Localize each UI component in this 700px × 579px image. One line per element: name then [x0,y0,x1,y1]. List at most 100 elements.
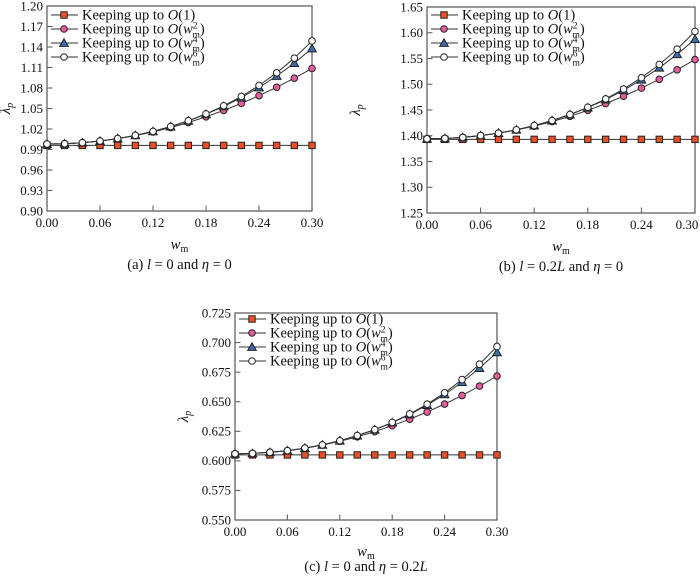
marker-square [219,141,228,150]
marker-open-circle [493,342,501,351]
x-tick-label: 0.24 [248,215,271,230]
marker-open-circle [283,446,292,455]
y-tick-label: 1.11 [21,60,43,75]
y-tick-label: 1.60 [400,25,423,40]
x-tick-label: 0.30 [301,215,324,230]
marker-circle [655,75,664,84]
x-tick-label: 0.18 [381,524,404,539]
marker-open-circle [458,133,467,142]
marker-open-circle [691,27,699,36]
y-tick-label: 1.50 [400,77,423,92]
marker-circle [458,391,466,400]
chart-b-svg: 1.25 1.30 1.35 1.40 1.45 1.50 1.55 1.60 1.65 0.00… [348,0,700,275]
x-tick-label: 0.30 [486,524,509,539]
marker-square [255,141,263,150]
marker-open-circle [60,53,68,61]
legend-entry-label: Keeping up to O(w4 m) [462,36,585,55]
chart-c: 0.550 0.575 0.600 0.625 0.650 0.675 0.700 0.725… [175,290,525,579]
plot-frame [234,312,498,521]
marker-open-circle [318,441,327,449]
x-tick-label: 0.12 [328,524,351,539]
marker-square [566,135,574,144]
y-tick-label: 0.550 [202,512,231,527]
x-tick-label: 0.18 [576,217,599,232]
marker-square [655,135,663,144]
marker-open-circle [405,410,414,418]
x-tick-label: 0.18 [195,215,218,230]
chart-c-svg: 0.550 0.575 0.600 0.625 0.650 0.675 0.700 0.725… [176,305,509,575]
legend-entry-label: Keeping up to O(w6 m) [270,354,393,373]
y-tick-label: 0.675 [202,364,231,379]
x-tick-label: 0.00 [224,524,247,539]
marker-open-circle [266,448,274,457]
marker-square [202,141,210,150]
marker-circle [493,372,501,380]
marker-square [637,135,646,144]
marker-square [388,451,396,459]
marker-open-circle [370,425,379,434]
x-axis-label: wm [552,239,570,257]
marker-open-circle [476,131,485,140]
y-tick-label: 0.700 [202,335,231,350]
legend-entry-label: Keeping up to O(w4 m) [82,36,205,55]
caption-c: (c) l = 0 and η = 0.2L [304,559,427,575]
marker-open-circle [231,449,239,458]
marker-open-circle [566,110,574,119]
marker-square [248,315,256,323]
marker-open-circle [272,69,281,77]
marker-triangle [246,341,258,351]
marker-square [548,135,556,144]
marker-circle [255,91,263,100]
marker-square [584,135,592,144]
marker-square [601,135,610,144]
y-tick-label: 0.625 [202,424,231,439]
y-tick-label: 0.575 [202,483,231,498]
legend-entry-label: Keeping up to O(w2 m) [82,22,205,41]
marker-open-circle [458,375,466,384]
marker-square [237,141,246,150]
chart-b: 1.25 1.30 1.35 1.40 1.45 1.50 1.55 1.60 1.65 0.00… [348,0,700,290]
marker-open-circle [494,129,503,137]
marker-open-circle [423,400,431,408]
marker-square [440,11,448,19]
x-tick-label: 0.06 [89,215,112,230]
marker-open-circle [96,137,104,145]
marker-circle [691,55,699,64]
x-tick-label: 0.06 [469,217,492,232]
marker-triangle [438,37,450,47]
marker-circle [423,408,431,416]
y-tick-label: 0.96 [20,162,43,177]
marker-circle [637,84,646,92]
marker-square [184,141,193,150]
marker-square [691,135,699,144]
marker-open-circle [248,449,257,458]
marker-open-circle [202,110,210,118]
marker-square [353,451,361,459]
series-line-3 [426,31,696,140]
legend-entry-label: Keeping up to O(w2 m) [462,22,585,41]
y-tick-label: 0.650 [202,394,231,409]
y-tick-label: 1.02 [20,121,43,136]
y-tick-label: 1.40 [400,128,423,143]
y-tick-label: 1.05 [20,101,43,116]
chart-a-svg: 0.90 0.93 0.96 0.99 1.02 1.05 1.08 1.11 1.14 1.17… [0,0,324,273]
marker-open-circle [584,103,592,112]
marker-circle [440,400,449,408]
marker-triangle [689,33,700,44]
marker-open-circle [353,431,362,440]
marker-square [60,11,68,19]
marker-open-circle [237,92,246,101]
caption-b: (b) l = 0.2L and η = 0 [499,259,623,275]
x-tick-label: 0.00 [36,215,59,230]
caption-a: (a) l = 0 and η = 0 [127,257,232,273]
marker-open-circle [78,138,87,147]
x-tick-label: 0.24 [433,524,456,539]
marker-open-circle [637,73,646,82]
marker-square [272,141,281,150]
series-line-3 [46,40,313,145]
marker-square [301,451,309,459]
marker-open-circle [388,418,396,427]
y-axis-label: λp [0,103,16,115]
marker-square [423,451,431,459]
marker-open-circle [60,139,69,148]
